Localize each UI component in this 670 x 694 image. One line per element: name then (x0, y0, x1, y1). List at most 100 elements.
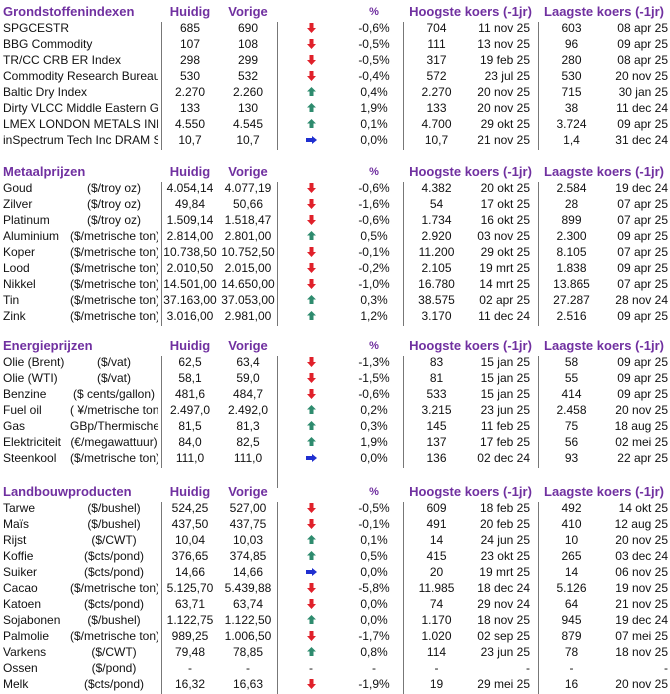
high-value: 38.575 (418, 293, 455, 307)
trend-down-arrow-icon (277, 500, 345, 516)
commodity-name: Gas (3, 419, 26, 433)
section-header: Metaalprijzen Huidig Vorige% Hoogste koers … (0, 164, 670, 180)
pct-change: 0,1% (360, 533, 388, 547)
trend-down-arrow-icon (277, 676, 345, 692)
high-value: - (434, 661, 439, 675)
unit-label: ($/metrische ton) (70, 261, 158, 275)
high-value: 609 (426, 501, 447, 515)
high-date: 20 nov 25 (477, 101, 530, 115)
unit-label: ($/metrische ton) (70, 229, 158, 243)
table-row-steenkool: Steenkool ($/metrische ton) 111,0 111,0 0,0%… (0, 450, 670, 466)
previous-value: 2.260 (232, 85, 264, 99)
low-value: 27.287 (553, 293, 590, 307)
low-date: 09 apr 25 (617, 37, 668, 51)
current-value: 10.738,50 (163, 245, 217, 259)
high-value: 133 (426, 101, 447, 115)
previous-value: 5.439,88 (224, 581, 272, 595)
trend-up-arrow-icon (277, 116, 345, 132)
commodity-name: Baltic Dry Index (3, 85, 88, 99)
unit-label: ($/vat) (96, 371, 131, 385)
current-value: 989,25 (171, 629, 209, 643)
unit-label: ($/CWT) (91, 645, 137, 659)
high-value: 3.215 (421, 403, 452, 417)
previous-value: 16,63 (232, 677, 264, 691)
current-value: 1.122,75 (166, 613, 214, 627)
current-value: 62,5 (178, 355, 202, 369)
pct-change: 0,0% (360, 565, 388, 579)
commodity-name: Lood (3, 261, 30, 275)
low-value: 78 (564, 645, 579, 659)
pct-change: -0,1% (358, 517, 390, 531)
high-value: 4.382 (421, 181, 452, 195)
unit-label: ($/bushel) (87, 501, 141, 515)
pct-change: 0,5% (360, 549, 388, 563)
high-value: 317 (426, 53, 447, 67)
previous-value: 108 (237, 37, 259, 51)
trend-up-arrow-icon (277, 100, 345, 116)
column-header-current: Huidig (169, 164, 211, 179)
current-value: 16,32 (174, 677, 206, 691)
low-date: 09 apr 25 (617, 355, 668, 369)
high-value: 491 (426, 517, 447, 531)
unit-label: ($cts/pond) (83, 597, 145, 611)
current-value: 685 (179, 21, 201, 35)
trend-up-arrow-icon (277, 532, 345, 548)
table-row-nikkel: Nikkel ($/metrische ton) 14.501,00 14.650,0… (0, 276, 670, 292)
high-date: 18 dec 24 (477, 581, 530, 595)
previous-value: 532 (237, 69, 259, 83)
current-value: 2.010,50 (166, 261, 214, 275)
low-value: 2.516 (556, 309, 587, 323)
column-header-previous: Vorige (228, 484, 268, 499)
previous-value: 10,7 (236, 133, 260, 147)
commodity-name: Steenkool (3, 451, 57, 465)
high-date: 23 jun 25 (480, 645, 530, 659)
commodity-name: Katoen (3, 597, 42, 611)
column-header-previous: Vorige (228, 4, 268, 19)
low-value: 715 (561, 85, 582, 99)
commodity-name: Goud (3, 181, 33, 195)
current-value: 524,25 (171, 501, 209, 515)
commodity-name: SPGCESTR (3, 21, 70, 35)
high-date: 23 jul 25 (484, 69, 530, 83)
trend-down-arrow-icon (277, 628, 345, 644)
low-date: 07 apr 25 (617, 245, 668, 259)
high-value: 16.780 (418, 277, 455, 291)
trend-up-arrow-icon (277, 612, 345, 628)
trend-down-arrow-icon (277, 52, 345, 68)
low-value: 879 (561, 629, 582, 643)
table-row-lood: Lood ($/metrische ton) 2.010,50 2.015,00 -0,… (0, 260, 670, 276)
low-value: 13.865 (553, 277, 590, 291)
current-value: 81,5 (178, 419, 202, 433)
current-value: 481,6 (174, 387, 206, 401)
high-value: 704 (426, 21, 447, 35)
low-date: 20 nov 25 (615, 69, 668, 83)
low-value: 93 (564, 451, 579, 465)
low-date: 18 nov 25 (615, 645, 668, 659)
current-value: 2.814,00 (166, 229, 214, 243)
previous-value: 10.752,50 (221, 245, 275, 259)
high-value: 3.170 (421, 309, 452, 323)
low-date: 03 dec 24 (615, 549, 668, 563)
column-divider (277, 356, 278, 488)
column-divider (277, 182, 278, 326)
high-value: 10,7 (424, 133, 449, 147)
high-value: 1.734 (421, 213, 452, 227)
trend-down-arrow-icon (277, 354, 345, 370)
current-value: 63,71 (174, 597, 206, 611)
low-value: 899 (561, 213, 582, 227)
unit-label: ( ¥/metrische ton) (70, 403, 158, 417)
high-value: 83 (429, 355, 444, 369)
column-header-previous: Vorige (228, 338, 268, 353)
unit-label: ($/metrische ton) (70, 293, 158, 307)
high-date: 15 jan 25 (480, 371, 530, 385)
commodity-name: Suiker (3, 565, 38, 579)
commodity-name: Maïs (3, 517, 30, 531)
current-value: 3.016,00 (166, 309, 214, 323)
table-row-dirty-vlcc-middle-eastern-gulf: Dirty VLCC Middle Eastern Gulf 133 130 1,9%… (0, 100, 670, 116)
high-date: 13 nov 25 (477, 37, 530, 51)
low-value: 56 (564, 435, 579, 449)
low-value: 945 (561, 613, 582, 627)
high-date: - (526, 661, 530, 675)
unit-label: (€/megawattuur) (70, 435, 158, 449)
low-value: 8.105 (556, 245, 587, 259)
